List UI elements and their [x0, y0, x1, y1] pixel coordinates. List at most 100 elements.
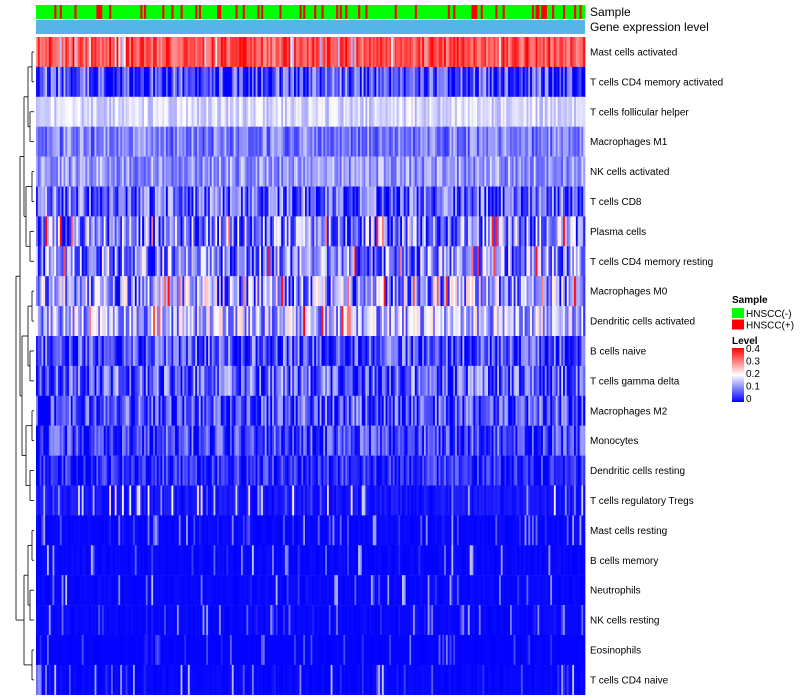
heatmap-cell: [90, 276, 94, 307]
heatmap-cell: [579, 485, 582, 516]
heatmap-cell: [347, 485, 350, 516]
heatmap-cell: [248, 37, 251, 68]
heatmap-cell: [96, 395, 99, 426]
heatmap-cell: [317, 156, 320, 187]
heatmap-cell: [109, 126, 112, 157]
heatmap-cell: [389, 96, 392, 127]
heatmap-cell: [358, 96, 361, 127]
heatmap-cell: [570, 395, 573, 426]
heatmap-cell: [363, 425, 366, 456]
heatmap-cell: [394, 216, 397, 247]
heatmap-cell: [473, 365, 476, 396]
heatmap-cell: [178, 246, 181, 277]
heatmap-cell: [376, 186, 379, 217]
heatmap-cell: [239, 485, 242, 516]
heatmap-cell: [473, 37, 476, 68]
heatmap-cell: [557, 246, 560, 277]
heatmap-cell: [321, 365, 324, 396]
heatmap-cell: [67, 246, 70, 277]
heatmap-cell: [343, 425, 346, 456]
heatmap-cell: [559, 66, 562, 97]
heatmap-cell: [369, 455, 372, 486]
heatmap-cell: [312, 365, 315, 396]
heatmap-cell: [319, 186, 322, 217]
heatmap-cell: [127, 365, 130, 396]
heatmap-cell: [467, 336, 471, 367]
heatmap-cell: [361, 246, 364, 277]
heatmap-cell: [116, 485, 119, 516]
heatmap-cell: [418, 156, 421, 187]
heatmap-cell: [180, 37, 183, 68]
heatmap-cell: [559, 37, 562, 68]
heatmap-cell: [491, 425, 494, 456]
heatmap-cell: [328, 276, 331, 307]
heatmap-cell: [478, 216, 482, 247]
heatmap-cell: [444, 395, 447, 426]
heatmap-cell: [407, 126, 410, 157]
heatmap-cell: [96, 186, 99, 217]
heatmap-cell: [451, 306, 454, 337]
heatmap-cell: [555, 96, 558, 127]
heatmap-cell: [325, 246, 328, 277]
heatmap-cell: [500, 246, 503, 277]
heatmap-cell: [231, 186, 234, 217]
heatmap-cell: [533, 37, 536, 68]
heatmap-cell: [206, 66, 209, 97]
heatmap-cell: [575, 395, 579, 426]
heatmap-cell: [557, 96, 560, 127]
heatmap-cell: [173, 96, 176, 127]
heatmap-cell: [257, 455, 260, 486]
heatmap-cell: [78, 276, 81, 307]
heatmap-cell: [184, 276, 187, 307]
heatmap-cell: [477, 96, 480, 127]
heatmap-cell: [528, 395, 531, 426]
heatmap-cell: [164, 425, 167, 456]
heatmap-cell: [220, 96, 224, 127]
sample-track-positive: [471, 5, 474, 19]
heatmap-cell: [211, 455, 214, 486]
heatmap-cell: [197, 336, 200, 367]
heatmap-cell: [237, 156, 240, 187]
heatmap-cell: [535, 336, 538, 367]
heatmap-cell: [180, 306, 183, 337]
heatmap-cell: [484, 485, 487, 516]
heatmap-cell: [182, 276, 185, 307]
heatmap-cell: [165, 455, 169, 486]
heatmap-cell: [537, 156, 540, 187]
heatmap-cell: [467, 216, 471, 247]
heatmap-cell: [414, 336, 417, 367]
heatmap-cell: [323, 365, 326, 396]
heatmap-cell: [63, 395, 66, 426]
heatmap-cell: [396, 395, 399, 426]
heatmap-cell: [374, 37, 377, 68]
heatmap-cell: [402, 276, 405, 307]
heatmap-cell: [237, 66, 240, 97]
heatmap-cell: [56, 246, 59, 277]
heatmap-cell: [167, 425, 170, 456]
heatmap-cell: [462, 156, 465, 187]
heatmap-cell: [101, 515, 105, 546]
heatmap-cell: [475, 395, 478, 426]
heatmap-cell: [198, 156, 202, 187]
heatmap-cell: [414, 395, 417, 426]
sample-track-positive: [495, 5, 498, 19]
heatmap-cell: [59, 455, 62, 486]
heatmap-cell: [444, 126, 447, 157]
heatmap-cell: [563, 96, 566, 127]
heatmap-cell: [173, 455, 176, 486]
heatmap-cell: [552, 276, 555, 307]
heatmap-cell: [50, 515, 53, 546]
heatmap-cell: [563, 395, 566, 426]
heatmap-cell: [217, 96, 220, 127]
heatmap-cell: [116, 395, 119, 426]
heatmap-cell: [531, 126, 535, 157]
heatmap-cell: [292, 186, 295, 217]
heatmap-cell: [50, 186, 53, 217]
heatmap-cell: [63, 66, 66, 97]
heatmap-cell: [72, 186, 75, 217]
heatmap-cell: [385, 395, 388, 426]
heatmap-cell: [350, 425, 353, 456]
heatmap-cell: [101, 336, 105, 367]
heatmap-cell: [90, 126, 94, 157]
heatmap-cell: [112, 425, 116, 456]
